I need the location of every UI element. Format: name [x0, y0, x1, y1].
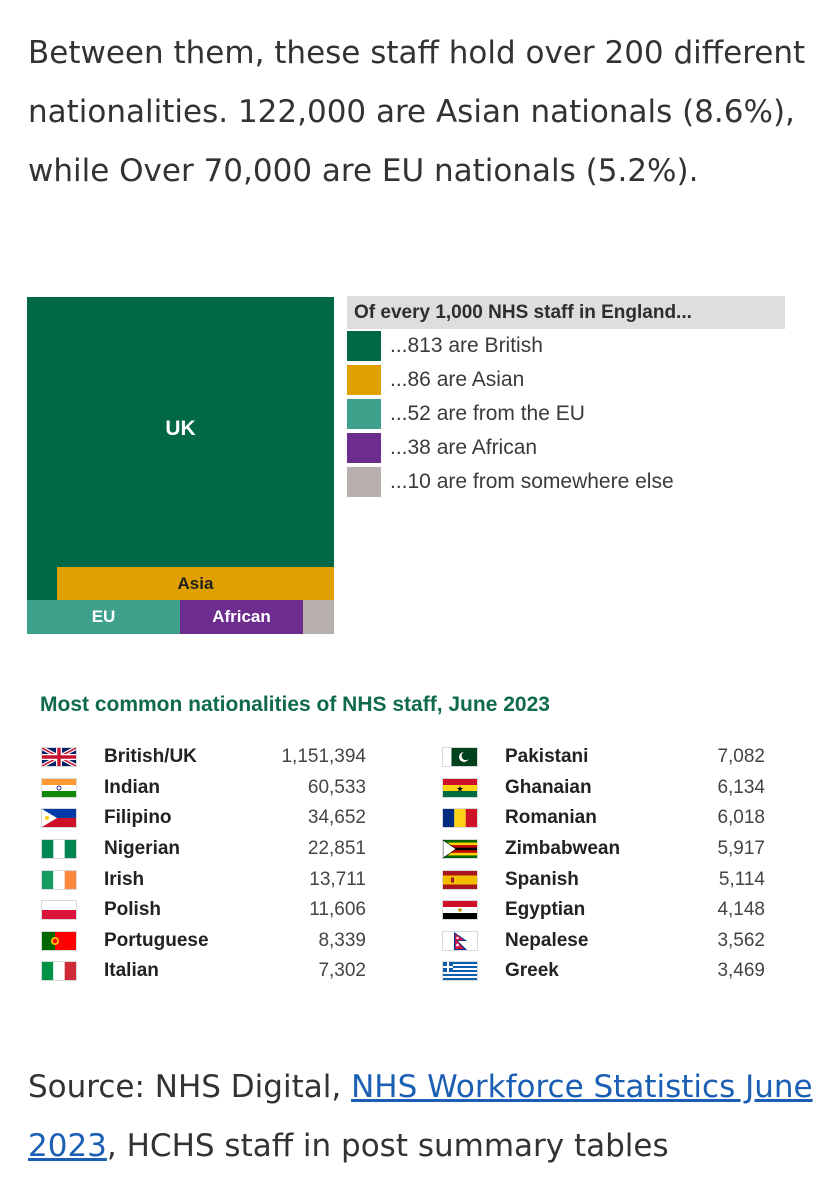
nigeria-flag-icon — [42, 840, 76, 859]
legend-item: ...10 are from somewhere else — [347, 465, 785, 499]
treemap-african-label: African — [212, 607, 271, 626]
nationality-list-left: British/UK 1,151,394 Indian 60,533 Filipino 3… — [42, 742, 372, 987]
nationality-name: Nepalese — [505, 929, 589, 951]
legend-item: ...86 are Asian — [347, 363, 785, 397]
nationality-name: Nigerian — [104, 838, 181, 860]
nationality-name: Irish — [104, 868, 145, 890]
legend-label: ...52 are from the EU — [390, 402, 585, 425]
source-paragraph: Source: NHS Digital, NHS Workforce Stati… — [28, 1058, 818, 1176]
uk-flag-icon — [42, 748, 76, 767]
treemap-eu-block: EU — [27, 600, 180, 634]
treemap-asia-label: Asia — [177, 573, 214, 593]
legend-item: ...813 are British — [347, 329, 785, 363]
staff-count: 60,533 — [307, 776, 366, 798]
legend-item: ...52 are from the EU — [347, 397, 785, 431]
treemap-other-block — [303, 600, 334, 634]
nationality-name: Polish — [104, 899, 162, 921]
table-row: Ghanaian 6,134 — [443, 773, 773, 804]
table-row: Irish 13,711 — [42, 864, 372, 895]
staff-count: 13,711 — [309, 868, 366, 890]
nationality-list-right: Pakistani 7,082 Ghanaian 6,134 Romanian 6,018… — [443, 742, 773, 987]
nationality-name: Italian — [104, 960, 159, 982]
treemap-asia-block: Asia — [57, 567, 334, 600]
nationality-name: Zimbabwean — [505, 838, 621, 860]
italy-flag-icon — [42, 962, 76, 981]
workforce-statistics-link[interactable]: NHS Workforce Statistics June 2023 — [28, 1069, 813, 1164]
staff-count: 5,917 — [717, 838, 765, 860]
legend-swatch — [347, 331, 381, 361]
poland-flag-icon — [42, 901, 76, 920]
table-row: Portuguese 8,339 — [42, 926, 372, 957]
legend-label: ...38 are African — [390, 436, 538, 459]
table-row: Spanish 5,114 — [443, 864, 773, 895]
staff-count: 6,134 — [717, 776, 765, 798]
staff-count: 11,606 — [309, 899, 366, 921]
legend-swatch — [347, 399, 381, 429]
table-row: Nepalese 3,562 — [443, 926, 773, 957]
nationality-name: Portuguese — [104, 929, 209, 951]
nationality-name: Indian — [104, 776, 160, 798]
table-row: British/UK 1,151,394 — [42, 742, 372, 773]
ghana-flag-icon — [443, 778, 477, 797]
pakistan-flag-icon — [443, 748, 477, 767]
nationality-name: Ghanaian — [505, 776, 592, 798]
staff-count: 22,851 — [307, 838, 366, 860]
staff-count: 8,339 — [318, 929, 366, 951]
legend-item: ...38 are African — [347, 431, 785, 465]
staff-count: 7,302 — [318, 960, 366, 982]
staff-count: 3,562 — [717, 929, 765, 951]
table-row: Romanian 6,018 — [443, 803, 773, 834]
table-row: Pakistani 7,082 — [443, 742, 773, 773]
nationality-name: Pakistani — [505, 746, 589, 768]
portugal-flag-icon — [42, 931, 76, 950]
staff-count: 5,114 — [718, 868, 765, 890]
table-title: Most common nationalities of NHS staff, … — [40, 693, 550, 716]
table-row: Nigerian 22,851 — [42, 834, 372, 865]
table-row: Polish 11,606 — [42, 895, 372, 926]
table-row: Filipino 34,652 — [42, 803, 372, 834]
table-row: Indian 60,533 — [42, 773, 372, 804]
nationality-name: Filipino — [104, 807, 172, 829]
legend-label: ...86 are Asian — [390, 368, 525, 391]
table-row: Egyptian 4,148 — [443, 895, 773, 926]
staff-count: 34,652 — [307, 807, 366, 829]
legend-label: ...813 are British — [390, 334, 543, 357]
spain-flag-icon — [443, 870, 477, 889]
nationality-name: Greek — [505, 960, 559, 982]
staff-count: 3,469 — [717, 960, 765, 982]
legend-heading: Of every 1,000 NHS staff in England... — [347, 296, 785, 329]
treemap-uk-label: UK — [165, 417, 196, 440]
table-row: Zimbabwean 5,917 — [443, 834, 773, 865]
treemap-legend: Of every 1,000 NHS staff in England... .… — [347, 296, 785, 499]
egypt-flag-icon — [443, 901, 477, 920]
zimbabwe-flag-icon — [443, 840, 477, 859]
nationality-name: Egyptian — [505, 899, 586, 921]
romania-flag-icon — [443, 809, 477, 828]
nepal-flag-icon — [443, 931, 477, 950]
legend-swatch — [347, 365, 381, 395]
staff-count: 6,018 — [717, 807, 765, 829]
source-prefix: Source: NHS Digital, — [28, 1069, 352, 1105]
greece-flag-icon — [443, 962, 477, 981]
ireland-flag-icon — [42, 870, 76, 889]
legend-label: ...10 are from somewhere else — [390, 470, 674, 493]
table-row: Italian 7,302 — [42, 956, 372, 987]
source-suffix: , HCHS staff in post summary tables — [106, 1128, 669, 1164]
table-row: Greek 3,469 — [443, 956, 773, 987]
legend-swatch — [347, 467, 381, 497]
philippines-flag-icon — [42, 809, 76, 828]
staff-count: 1,151,394 — [281, 746, 366, 768]
nationality-name: British/UK — [104, 746, 197, 768]
staff-count: 4,148 — [717, 899, 765, 921]
treemap-african-block: African — [180, 600, 303, 634]
nationality-name: Spanish — [505, 868, 579, 890]
nationality-treemap: UK Asia EU African — [27, 297, 334, 634]
legend-swatch — [347, 433, 381, 463]
india-flag-icon — [42, 778, 76, 797]
nationality-name: Romanian — [505, 807, 597, 829]
staff-count: 7,082 — [717, 746, 765, 768]
intro-paragraph: Between them, these staff hold over 200 … — [28, 35, 806, 189]
treemap-eu-label: EU — [91, 607, 116, 626]
